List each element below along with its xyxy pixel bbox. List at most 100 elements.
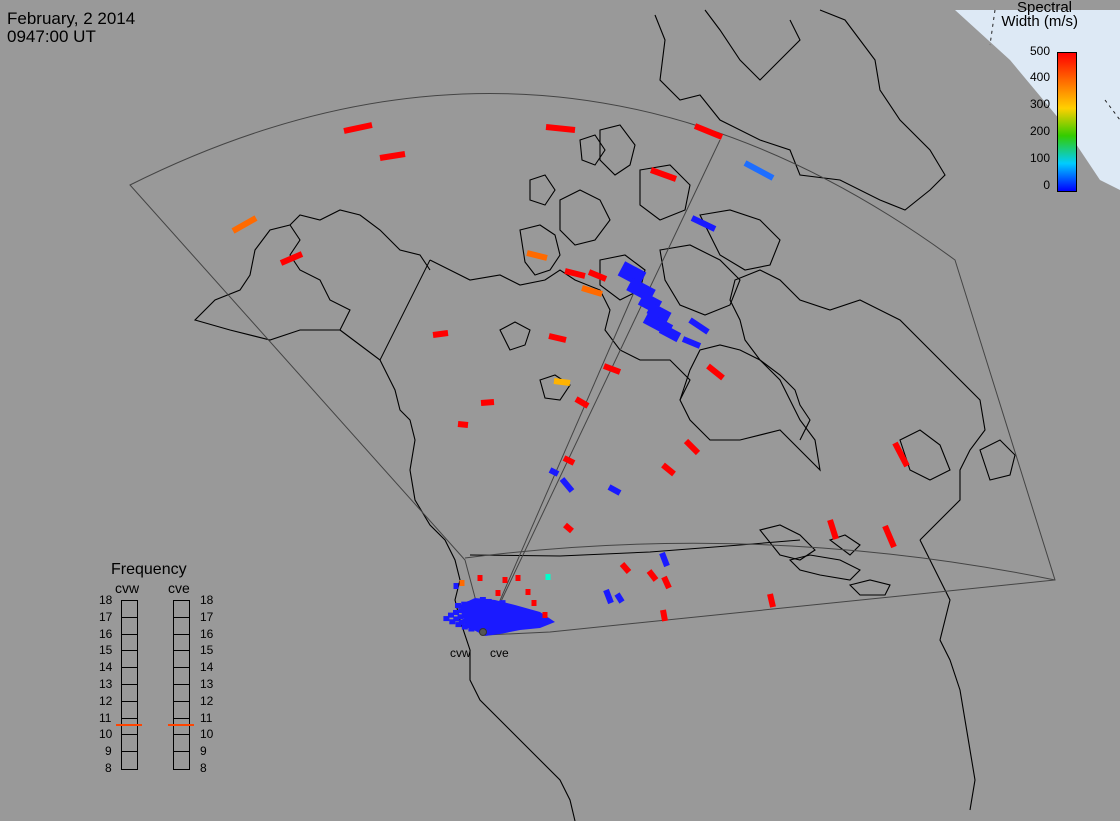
scatter-echo	[767, 593, 776, 608]
scatter-echo	[581, 285, 603, 297]
scatter-echo-small	[453, 583, 459, 589]
frequency-marker	[168, 724, 194, 727]
frequency-tick-left: 16	[99, 626, 113, 641]
coastlines	[193, 9, 1016, 821]
frequency-cell-line	[174, 751, 189, 753]
scatter-echo-cluster	[460, 598, 555, 636]
frequency-cell-line	[174, 667, 189, 669]
scatter-echo	[603, 588, 614, 605]
frequency-tick-right: 16	[200, 626, 214, 641]
frequency-tick-right: 15	[200, 643, 214, 658]
scatter-echo	[882, 524, 897, 549]
colorbar-tick: 100	[1029, 151, 1050, 165]
frequency-tick-right: 18	[200, 593, 214, 607]
scatter-echo	[892, 441, 910, 468]
scatter-echo	[548, 333, 567, 343]
frequency-cell-line	[122, 717, 137, 719]
scatter-echo	[659, 551, 670, 568]
colorbar	[1057, 52, 1077, 192]
radar-label-cve: cve	[490, 646, 509, 660]
frequency-cell-line	[122, 633, 137, 635]
frequency-bar-cvw	[121, 600, 138, 770]
scatter-echo	[661, 575, 672, 590]
frequency-cell-line	[122, 616, 137, 618]
scatter-echo-small	[545, 574, 551, 580]
frequency-tick-right: 14	[200, 660, 214, 675]
frequency-marker	[116, 724, 142, 727]
scatter-echo	[562, 455, 576, 466]
frequency-cell-line	[174, 734, 189, 736]
frequency-cell-line	[122, 684, 137, 685]
scatter-echo	[379, 151, 406, 161]
scatter-echo	[343, 122, 373, 134]
scatter-echo	[563, 522, 574, 534]
scatter-echo	[660, 609, 668, 622]
scatter-echo-near	[453, 616, 460, 622]
scatter-echo	[619, 562, 632, 574]
frequency-cell-line	[174, 700, 189, 702]
time-label: 0947:00 UT	[7, 27, 96, 46]
scatter-echo	[743, 160, 775, 181]
frequency-tick-left: 8	[105, 761, 112, 775]
scatter-echo-block	[617, 261, 647, 287]
colorbar-tick: 0	[1043, 178, 1050, 192]
scatter-echo-near	[443, 616, 450, 622]
scatter-echo-block	[646, 302, 672, 324]
scatter-echo	[231, 215, 258, 234]
scatter-echo-near	[457, 614, 464, 620]
scatter-echo	[480, 399, 495, 406]
frequency-cell-line	[174, 633, 189, 635]
scatter-echo	[693, 123, 724, 140]
scatter-echo	[649, 167, 678, 182]
frequency-tick-left: 12	[99, 693, 113, 708]
frequency-tick-left: 11	[99, 710, 112, 725]
scatter-echo-block	[658, 323, 682, 343]
frequency-tick-left: 15	[99, 643, 113, 658]
frequency-tick-right: 12	[200, 693, 214, 708]
scatter-echo	[683, 438, 701, 456]
scatter-echo	[545, 124, 576, 133]
scatter-echo	[432, 330, 449, 338]
frequency-tick-right: 9	[200, 744, 207, 759]
colorbar-tick: 500	[1029, 44, 1050, 58]
daylight-region	[955, 10, 1120, 190]
scatter-echo	[564, 268, 586, 279]
frequency-title: Frequency	[111, 561, 187, 578]
colorbar-title-line2: Width (m/s)	[1001, 13, 1078, 30]
frequency-tick-left: 9	[105, 744, 112, 759]
scatter-echo-near	[449, 619, 456, 625]
scatter-echo	[457, 421, 469, 428]
scatter-echo	[587, 269, 608, 282]
scatter-data	[231, 122, 910, 636]
scatter-echo	[279, 251, 304, 266]
scatter-echo	[559, 477, 575, 493]
scatter-echo-small	[495, 590, 501, 596]
scatter-echo-small	[459, 580, 465, 586]
date-label: February, 2 2014	[7, 9, 136, 28]
scatter-echo-small	[531, 600, 537, 606]
frequency-tick-right: 10	[200, 727, 214, 742]
frequency-cell-line	[174, 684, 189, 685]
scatter-echo	[548, 467, 560, 477]
scatter-echo-near	[458, 619, 465, 625]
frequency-tick-right: 13	[200, 677, 214, 691]
frequency-bar-cve	[173, 600, 190, 770]
scatter-echo-near	[452, 609, 459, 615]
scatter-echo	[574, 396, 590, 409]
frequency-cell-line	[174, 717, 189, 719]
scatter-echo	[614, 592, 625, 604]
frequency-tick-right: 8	[200, 761, 207, 775]
frequency-cell-line	[122, 667, 137, 669]
frequency-cell-line	[122, 734, 137, 736]
scatter-echo	[602, 363, 622, 375]
scatter-echo-near	[447, 612, 454, 618]
scatter-echo	[553, 378, 571, 386]
frequency-tick-left: 14	[99, 660, 113, 675]
scatter-echo-near	[462, 618, 469, 624]
scatter-echo	[688, 317, 710, 335]
colorbar-title-line1: Spectral	[1016, 0, 1072, 16]
scatter-echo-small	[542, 612, 548, 618]
scatter-echo-small	[502, 577, 508, 583]
